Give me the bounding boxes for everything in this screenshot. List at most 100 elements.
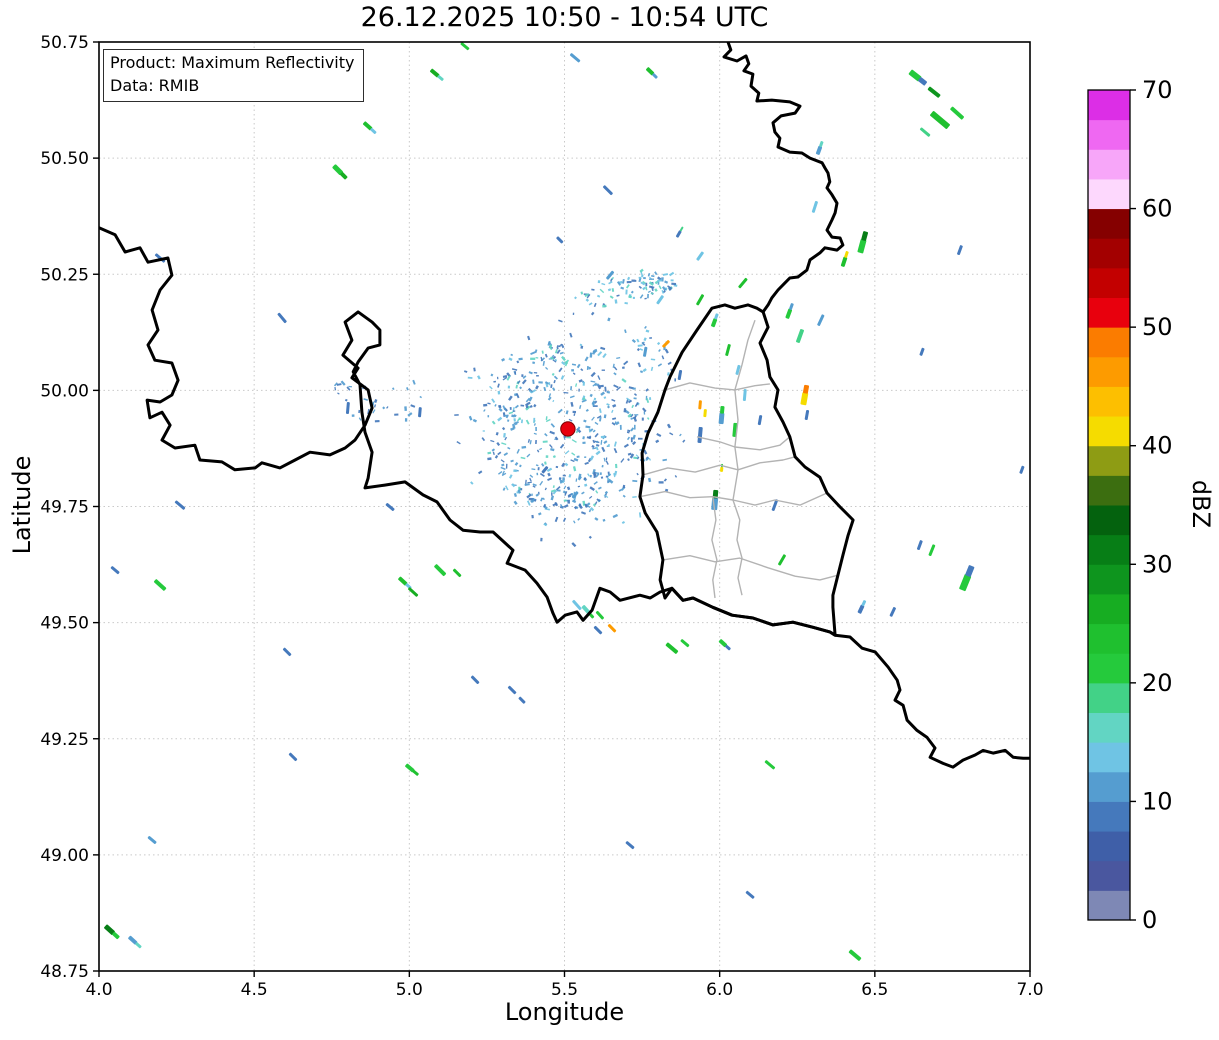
clutter-speckles: [333, 268, 686, 548]
echo-streak: [857, 600, 867, 614]
echo-streak: [725, 344, 731, 356]
echo-streak: [607, 624, 617, 633]
echo-streak: [771, 499, 779, 511]
echo-streak: [518, 696, 526, 704]
echo-streak: [815, 141, 824, 155]
echo-streak: [959, 565, 975, 592]
echo-streak: [735, 364, 741, 375]
echo-streak: [128, 935, 142, 949]
echo-streak: [857, 231, 869, 254]
echo-streak: [796, 329, 804, 343]
echo-streak: [288, 752, 298, 762]
echo-streak: [696, 251, 704, 261]
echo-streak: [738, 277, 748, 289]
echo-streak: [645, 67, 658, 79]
colorbar-tick-label: 0: [1142, 906, 1157, 934]
echo-streak: [1019, 465, 1025, 474]
y-tick-label: 49.25: [40, 730, 89, 750]
y-tick-label: 49.00: [40, 846, 89, 866]
page-title: 26.12.2025 10:50 - 10:54 UTC: [360, 2, 769, 33]
y-tick-label: 50.50: [40, 149, 89, 169]
echo-streak: [153, 579, 167, 591]
y-tick-label: 50.25: [40, 265, 89, 285]
echo-streak: [764, 760, 776, 770]
y-tick-label: 49.75: [40, 498, 89, 518]
echo-streak: [418, 407, 422, 418]
colorbar-tick-label: 40: [1142, 432, 1173, 460]
echo-streak: [104, 924, 120, 940]
region-borders: [639, 319, 839, 599]
echo-streak: [662, 340, 670, 348]
country-borders: [99, 42, 1030, 769]
echo-streak: [930, 111, 950, 129]
echo-streak: [606, 270, 615, 280]
echo-streak: [919, 347, 925, 356]
data-source-label: Data: RMIB: [110, 75, 200, 95]
echo-streak: [643, 346, 648, 357]
echo-streak: [174, 500, 186, 510]
echo-streak: [656, 295, 664, 305]
echo-streak: [110, 566, 120, 575]
echo-streak: [675, 226, 684, 238]
echo-streak: [840, 251, 849, 267]
echo-streak: [950, 106, 964, 120]
echo-streak: [460, 42, 470, 51]
echo-streak: [345, 401, 350, 415]
echo-streak: [919, 127, 931, 137]
echo-streak: [470, 675, 480, 684]
colorbar-tick-label: 70: [1142, 76, 1173, 104]
echo-streak: [452, 568, 462, 578]
echo-streak: [595, 610, 604, 620]
echo-streak: [718, 405, 725, 425]
echo-streak: [745, 890, 755, 899]
echo-streak: [711, 313, 719, 328]
colorbar-tick-label: 60: [1142, 195, 1173, 223]
colorbar-tick-label: 50: [1142, 313, 1173, 341]
echo-streak: [703, 409, 707, 418]
x-tick-label: 7.0: [1016, 980, 1043, 1000]
echo-streak: [778, 554, 786, 566]
echo-streak: [677, 369, 683, 381]
colorbar-tick-label: 20: [1142, 669, 1173, 697]
y-tick-label: 50.00: [40, 381, 89, 401]
x-tick-label: 6.0: [706, 980, 733, 1000]
echo-streak: [277, 312, 287, 324]
plot-area: [99, 42, 1030, 971]
echo-streak: [718, 639, 731, 651]
echo-streak: [817, 314, 825, 326]
echo-streak: [785, 303, 794, 319]
echo-streak: [363, 121, 377, 134]
x-tick-label: 6.5: [861, 980, 888, 1000]
colorbar: 0 10 20 30 40 50 60 70: [1087, 76, 1173, 934]
colorbar-frame: [1087, 89, 1131, 921]
echo-streak: [556, 236, 564, 244]
echo-streak: [800, 384, 810, 406]
x-tick-label: 5.0: [396, 980, 423, 1000]
echo-streak: [697, 426, 703, 444]
echo-streak: [572, 599, 582, 611]
x-tick-label: 4.0: [85, 980, 112, 1000]
echo-streak: [434, 564, 447, 577]
echo-streak: [811, 200, 818, 213]
y-axis-label: Latitude: [8, 455, 36, 555]
x-tick-label: 4.5: [241, 980, 268, 1000]
x-tick-label: 5.5: [551, 980, 578, 1000]
axis-tick-labels: 4.0 4.5 5.0 5.5 6.0 6.5 7.0 48.75 49.00 49.25 49.5…: [40, 33, 1043, 1000]
echo-streak: [571, 491, 579, 499]
echo-streak: [332, 164, 348, 180]
echo-streak: [665, 642, 679, 654]
echo-streak: [541, 466, 549, 474]
echo-streak: [696, 294, 705, 306]
product-label: Product: Maximum Reflectivity: [110, 53, 355, 72]
echo-streak: [908, 69, 928, 86]
reflectivity-echoes: [104, 42, 1025, 961]
echo-streak: [408, 587, 419, 597]
echo-streak: [625, 841, 635, 850]
echo-streak: [889, 607, 896, 617]
echo-streak: [282, 647, 292, 657]
colorbar-label: dBZ: [1187, 479, 1215, 529]
colorbar-tick-label: 10: [1142, 787, 1173, 815]
echo-streak: [742, 388, 747, 402]
